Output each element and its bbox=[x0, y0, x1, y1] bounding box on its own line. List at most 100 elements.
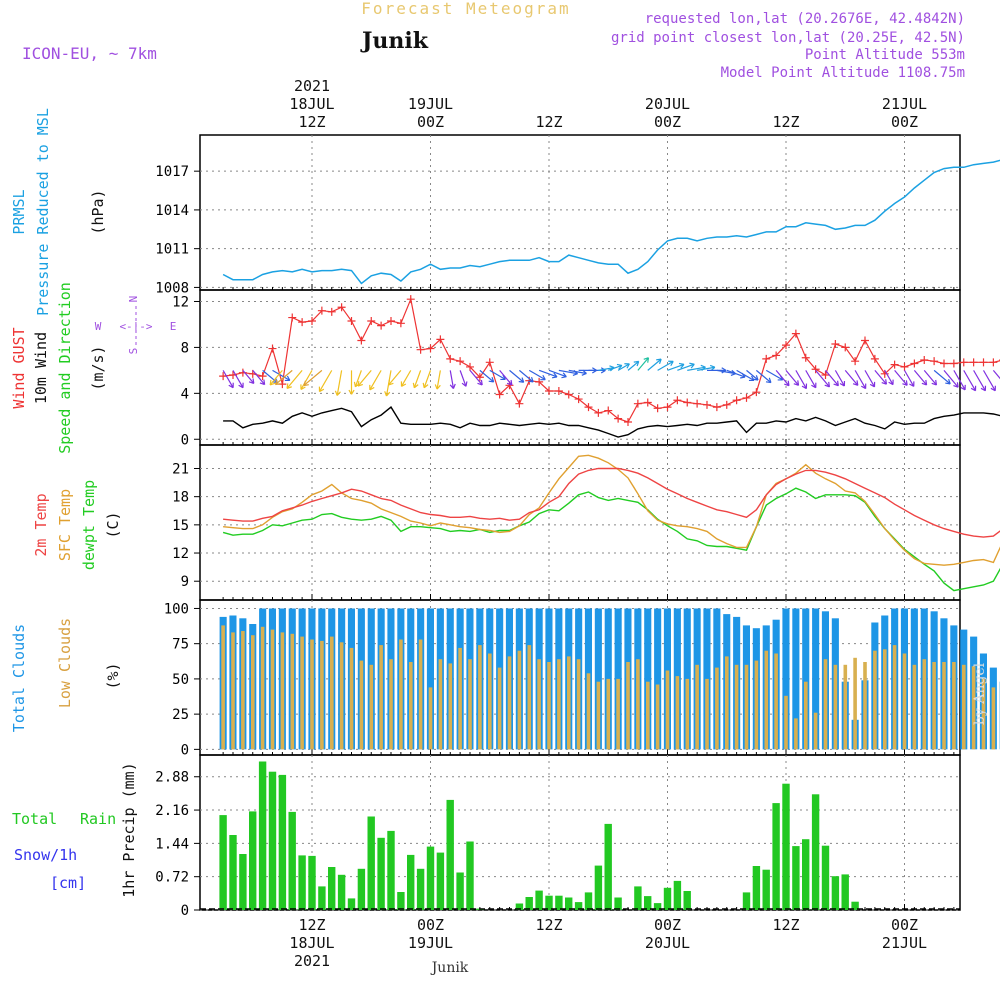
wind-direction-arrow bbox=[775, 369, 790, 387]
gust-marker bbox=[801, 353, 810, 362]
y-tick-label: 100 bbox=[164, 601, 189, 617]
temperature-labels: 2m Temp SFC Temp dewpt Temp (C) bbox=[32, 480, 122, 570]
wind-10m-line bbox=[223, 406, 1000, 438]
low-cloud-bar bbox=[409, 662, 413, 750]
wind-arrowhead bbox=[643, 357, 650, 363]
y-tick-label: 1017 bbox=[155, 164, 189, 180]
info-line-4: Model Point Altitude 1108.75m bbox=[721, 65, 965, 81]
rain-bar bbox=[604, 823, 612, 910]
wind-unit: (m/s) bbox=[89, 345, 107, 390]
time-label-bottom: 12Z bbox=[535, 916, 562, 934]
rain-bar bbox=[426, 846, 435, 910]
gust-marker bbox=[288, 313, 297, 322]
gust-marker bbox=[851, 357, 860, 366]
panel-frames bbox=[199, 134, 961, 911]
gust-marker bbox=[643, 398, 652, 407]
rain-bar bbox=[416, 868, 425, 910]
rain-bar bbox=[584, 892, 593, 910]
gust-marker bbox=[426, 344, 435, 353]
credit-watermark: by Angel bbox=[972, 662, 988, 725]
pressure-labels: PRMSL Pressure Reduced to MSL (hPa) bbox=[10, 108, 107, 316]
low-cloud-bar bbox=[320, 640, 324, 750]
low-cloud-bar bbox=[962, 664, 966, 750]
rain-bar bbox=[337, 874, 346, 910]
rain-bar bbox=[594, 865, 603, 910]
rain-bar bbox=[219, 815, 227, 910]
compass-east: E bbox=[170, 320, 177, 333]
low-cloud-bar bbox=[636, 659, 640, 750]
gust-marker bbox=[624, 418, 632, 427]
gust-marker bbox=[238, 368, 247, 377]
y-tick-label: 15 bbox=[172, 518, 189, 534]
wind-arrowhead bbox=[286, 383, 292, 389]
wind-direction-arrow bbox=[992, 369, 1000, 380]
compass-south: S bbox=[127, 348, 140, 355]
low-cloud-bar bbox=[646, 681, 650, 750]
gust-marker bbox=[406, 295, 415, 304]
gust-marker bbox=[653, 404, 662, 413]
time-label-top: 12Z bbox=[772, 113, 799, 131]
y-tick-label: 0.72 bbox=[155, 870, 189, 886]
wind-arrowhead bbox=[980, 385, 987, 392]
low-cloud-bar bbox=[695, 664, 699, 750]
gust-marker bbox=[821, 370, 830, 379]
wind-arrowhead bbox=[506, 379, 513, 386]
rain-bar bbox=[239, 854, 247, 910]
sfc-temp-line bbox=[223, 454, 1000, 566]
gust-marker bbox=[752, 388, 761, 397]
time-label-top: 19JUL bbox=[408, 95, 453, 113]
low-cloud-bar bbox=[458, 647, 462, 750]
rain-bar bbox=[663, 887, 672, 910]
wind-arrowhead bbox=[461, 381, 468, 387]
info-line-1: requested lon,lat (20.2676E, 42.4842N) bbox=[645, 11, 965, 27]
gust-marker bbox=[357, 336, 366, 345]
dewpt-line bbox=[222, 487, 1000, 592]
wind-arrowhead bbox=[551, 372, 558, 379]
low-cloud-bar bbox=[379, 645, 383, 750]
low-cloud-bar bbox=[685, 678, 690, 750]
low-cloud-bar bbox=[754, 660, 759, 750]
wind-direction-arrow bbox=[528, 369, 546, 381]
rain-bar bbox=[673, 880, 682, 910]
gust-marker bbox=[989, 358, 998, 367]
gust-marker bbox=[969, 358, 978, 367]
gust-marker bbox=[396, 319, 405, 328]
gust-marker bbox=[890, 360, 899, 369]
low-cloud-bar bbox=[428, 687, 433, 750]
precip-panel bbox=[200, 761, 960, 910]
low-cloud-bar bbox=[922, 659, 927, 750]
wind-direction-arrow bbox=[598, 367, 615, 371]
footer-location: Junik bbox=[430, 960, 469, 976]
wind-direction-arrow bbox=[933, 369, 951, 385]
rain-bar bbox=[249, 811, 257, 910]
gust-marker bbox=[732, 396, 741, 405]
low-cloud-bar bbox=[517, 650, 522, 750]
low-cloud-bar bbox=[942, 662, 946, 750]
low-cloud-bar bbox=[488, 653, 492, 750]
wind-direction-arrow bbox=[469, 369, 483, 386]
gust-marker bbox=[703, 400, 711, 409]
wind-direction-arrow bbox=[479, 369, 495, 383]
wind-direction-arrow bbox=[815, 369, 830, 388]
wind-direction-arrow bbox=[637, 357, 649, 371]
low-cloud-bar bbox=[260, 626, 265, 750]
gust-marker bbox=[298, 318, 307, 327]
wind-direction-arrow bbox=[825, 369, 839, 387]
rain-bar bbox=[318, 886, 326, 910]
gust-marker bbox=[870, 354, 879, 363]
rain-bar bbox=[792, 846, 800, 910]
total-cloud-bar bbox=[594, 608, 602, 750]
y-tick-label: 1014 bbox=[155, 203, 189, 219]
wind-arrowhead bbox=[633, 360, 640, 367]
gust-marker bbox=[772, 351, 781, 360]
rain-bar bbox=[772, 803, 780, 910]
low-cloud-bar bbox=[813, 712, 818, 750]
time-label-bottom: 12Z bbox=[772, 916, 799, 934]
rain-bar bbox=[762, 869, 770, 910]
cloud-label-low: Low Clouds bbox=[56, 618, 74, 708]
wind-arrowhead bbox=[248, 378, 255, 384]
time-label-top: 2021 bbox=[294, 77, 330, 95]
gust-marker bbox=[663, 403, 672, 412]
